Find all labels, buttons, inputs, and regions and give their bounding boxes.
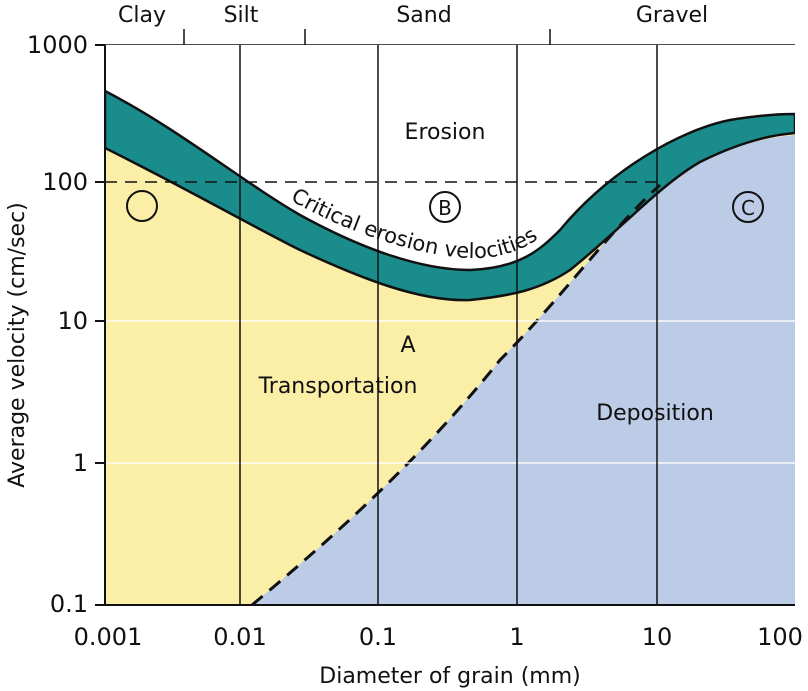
erosion-label: Erosion	[405, 120, 486, 145]
y-tick-label-0.1: 0.1	[50, 590, 88, 618]
class-label-silt: Silt	[224, 3, 259, 28]
y-tick-marks	[95, 44, 105, 606]
marker-b-label: B	[438, 196, 452, 220]
x-tick-label-0.001: 0.001	[74, 623, 143, 651]
class-label-clay: Clay	[118, 3, 166, 28]
deposition-boundary-line	[251, 183, 662, 605]
x-axis-title: Diameter of grain (mm)	[319, 664, 580, 689]
marker-a-label: A	[400, 333, 415, 358]
y-tick-label-100: 100	[42, 168, 88, 196]
x-tick-label-100: 100	[757, 623, 803, 651]
x-tick-label-1: 1	[509, 623, 524, 651]
deposition-region	[252, 135, 795, 605]
marker-b-circle	[429, 191, 461, 223]
y-axis-title: Average velocity (cm/sec)	[5, 202, 30, 488]
marker-c-circle	[732, 191, 764, 223]
marker-empty-circle	[126, 190, 158, 222]
transportation-label: Transportation	[258, 374, 418, 399]
deposition-label: Deposition	[596, 401, 714, 426]
y-tick-label-1: 1	[73, 449, 88, 477]
x-tick-label-0.1: 0.1	[359, 623, 397, 651]
critical-erosion-band	[105, 89, 795, 302]
y-tick-label-1000: 1000	[27, 31, 88, 59]
grain-class-bar: Clay Silt Sand Gravel	[105, 3, 795, 46]
marker-c-label: C	[741, 196, 755, 220]
x-tick-label-10: 10	[642, 623, 673, 651]
plot-area	[105, 45, 795, 605]
y-tick-label-10: 10	[57, 307, 88, 335]
class-label-sand: Sand	[396, 3, 451, 28]
class-label-gravel: Gravel	[636, 3, 708, 28]
x-tick-label-0.01: 0.01	[213, 623, 266, 651]
